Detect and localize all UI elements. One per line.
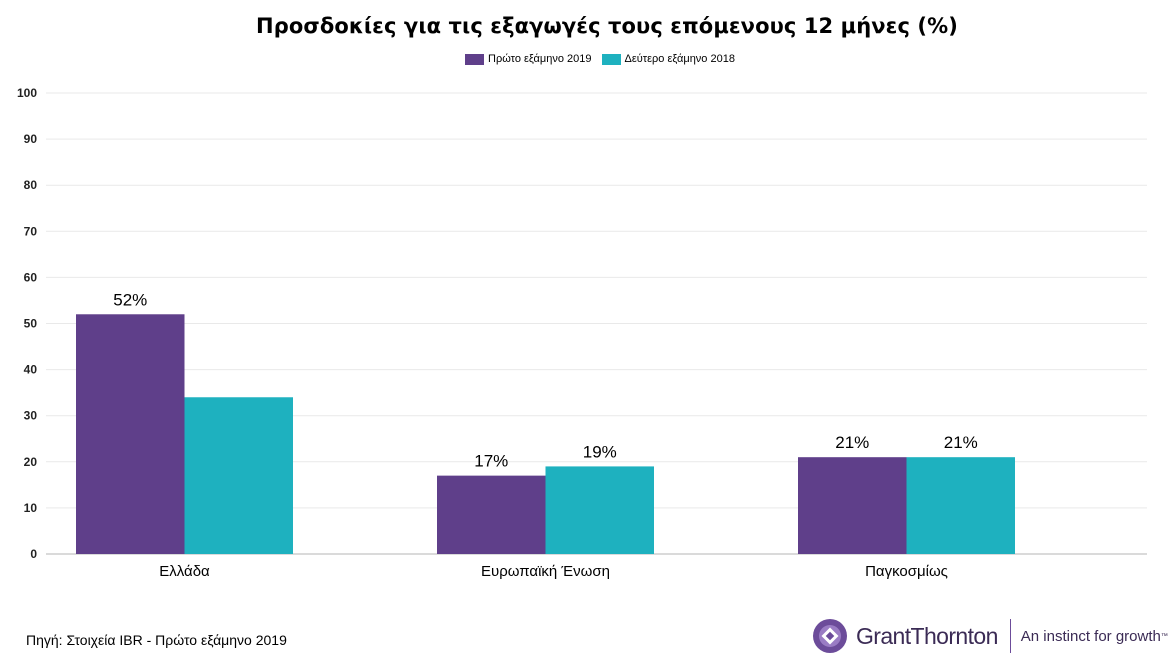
y-tick-label-0: 0 (30, 547, 37, 561)
bar-1-1 (76, 314, 185, 554)
bar-2-2 (545, 466, 654, 554)
y-tick-label-30: 30 (24, 409, 38, 423)
data-label-1-3: 21% (835, 433, 869, 452)
x-category-label-3: Παγκοσμίως (865, 563, 948, 580)
grant-thornton-logo: GrantThornton An instinct for growth ™ (812, 616, 1168, 656)
source-note: Πηγή: Στοιχεία IBR - Πρώτο εξάμηνο 2019 (26, 632, 287, 648)
y-tick-label-100: 100 (17, 86, 37, 100)
bar-chart: 0 10 20 30 40 50 60 70 80 90 100 52% Ελλάδα 17% 19% Ευρ… (17, 86, 1147, 580)
y-tick-label-60: 60 (24, 270, 38, 284)
y-tick-label-10: 10 (24, 501, 38, 515)
y-tick-label-80: 80 (24, 178, 38, 192)
data-label-1-1: 52% (113, 290, 147, 309)
y-tick-label-40: 40 (24, 363, 38, 377)
data-label-2-3: 21% (944, 433, 978, 452)
bar-2-1 (184, 397, 293, 554)
legend-swatch-series-1 (465, 53, 485, 65)
logo-name: GrantThornton (856, 622, 998, 649)
legend-label-series-2: Δεύτερο εξάμηνο 2018 (624, 53, 735, 65)
y-tick-label-50: 50 (24, 317, 38, 331)
bar-1-3 (798, 457, 907, 554)
y-tick-label-20: 20 (24, 455, 38, 469)
bar-1-2 (437, 475, 546, 554)
y-tick-label-90: 90 (24, 132, 38, 146)
logo-trademark: ™ (1160, 632, 1168, 640)
legend-swatch-series-2 (601, 53, 621, 65)
legend-item-series-1: Πρώτο εξάμηνο 2019 (465, 53, 592, 65)
chart-legend: Πρώτο εξάμηνο 2019 Δεύτερο εξάμηνο 2018 (0, 53, 1175, 65)
x-category-label-1: Ελλάδα (159, 563, 210, 580)
data-label-1-2: 17% (474, 452, 508, 471)
grant-thornton-mark-icon (813, 619, 847, 653)
logo-divider (1009, 619, 1011, 653)
legend-label-series-1: Πρώτο εξάμηνο 2019 (488, 53, 592, 65)
chart-title: Προσδοκίες για τις εξαγωγές τους επόμενο… (256, 14, 958, 38)
legend-item-series-2: Δεύτερο εξάμηνο 2018 (601, 53, 735, 65)
logo-tagline: An instinct for growth (1020, 627, 1161, 645)
bar-2-3 (906, 457, 1015, 554)
data-label-2-2: 19% (583, 442, 617, 461)
y-tick-label-70: 70 (24, 224, 38, 238)
x-category-label-2: Ευρωπαϊκή Ένωση (481, 563, 610, 580)
